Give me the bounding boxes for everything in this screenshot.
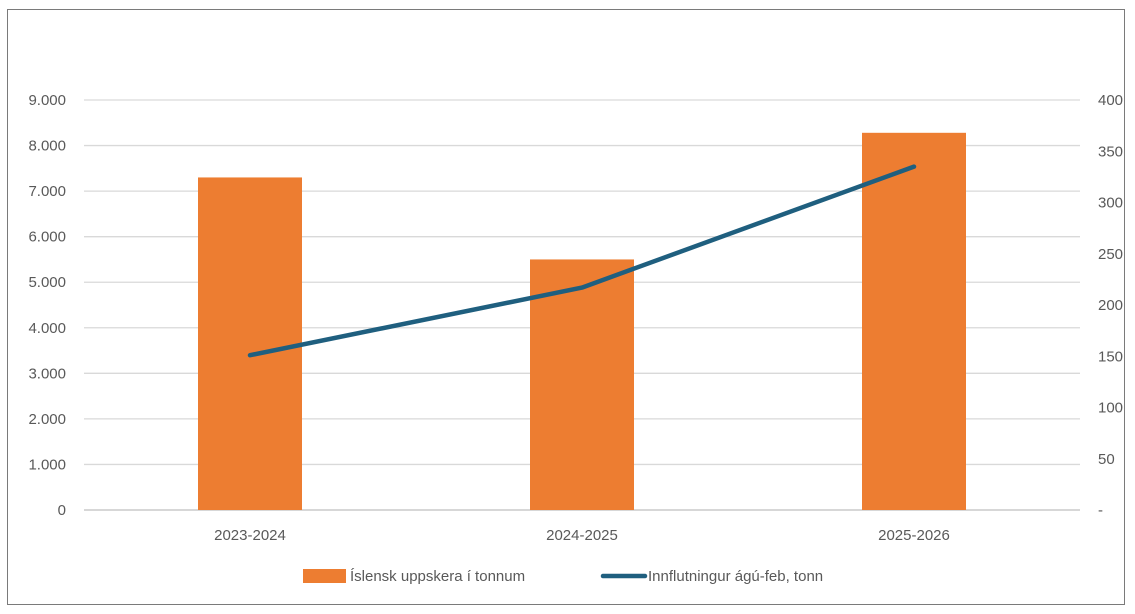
left-tick-label: 7.000 [28, 183, 66, 200]
legend-label-bars: Íslensk uppskera í tonnum [350, 568, 525, 585]
left-tick-label: 0 [58, 502, 66, 519]
left-tick-label: 2.000 [28, 411, 66, 428]
left-axis-ticks: 0 1.000 2.000 3.000 4.000 5.000 6.000 7.000 8.00… [28, 92, 66, 519]
right-tick-label: 50 [1098, 451, 1115, 468]
bar-2024-2025 [530, 259, 634, 510]
left-tick-label: 8.000 [28, 138, 66, 155]
right-tick-label: 300 [1098, 195, 1123, 212]
left-tick-label: 3.000 [28, 365, 66, 382]
left-tick-label: 9.000 [28, 92, 66, 109]
right-tick-label: - [1098, 502, 1103, 519]
right-tick-label: 100 [1098, 400, 1123, 417]
line-innflutningur [247, 164, 917, 358]
x-tick-label: 2025-2026 [878, 527, 950, 544]
legend-bar-swatch [303, 569, 346, 583]
right-tick-label: 200 [1098, 297, 1123, 314]
right-tick-label: 150 [1098, 348, 1123, 365]
left-tick-label: 1.000 [28, 456, 66, 473]
x-axis-ticks: 2023-2024 2024-2025 2025-2026 [214, 527, 950, 544]
right-axis-ticks: - 50 100 150 200 250 300 350 400 [1098, 92, 1123, 519]
x-tick-label: 2023-2024 [214, 527, 286, 544]
x-tick-label: 2024-2025 [546, 527, 618, 544]
bar-2023-2024 [198, 177, 302, 510]
legend-label-line: Innflutningur ágú-feb, tonn [648, 568, 823, 585]
right-tick-label: 250 [1098, 246, 1123, 263]
left-tick-label: 4.000 [28, 320, 66, 337]
left-tick-label: 6.000 [28, 229, 66, 246]
right-tick-label: 400 [1098, 92, 1123, 109]
line-series [247, 164, 917, 358]
bar-2025-2026 [862, 132, 966, 511]
legend: Íslensk uppskera í tonnum Innflutningur á… [303, 568, 823, 585]
left-tick-label: 5.000 [28, 274, 66, 291]
bar-series [198, 132, 966, 511]
right-tick-label: 350 [1098, 143, 1123, 160]
